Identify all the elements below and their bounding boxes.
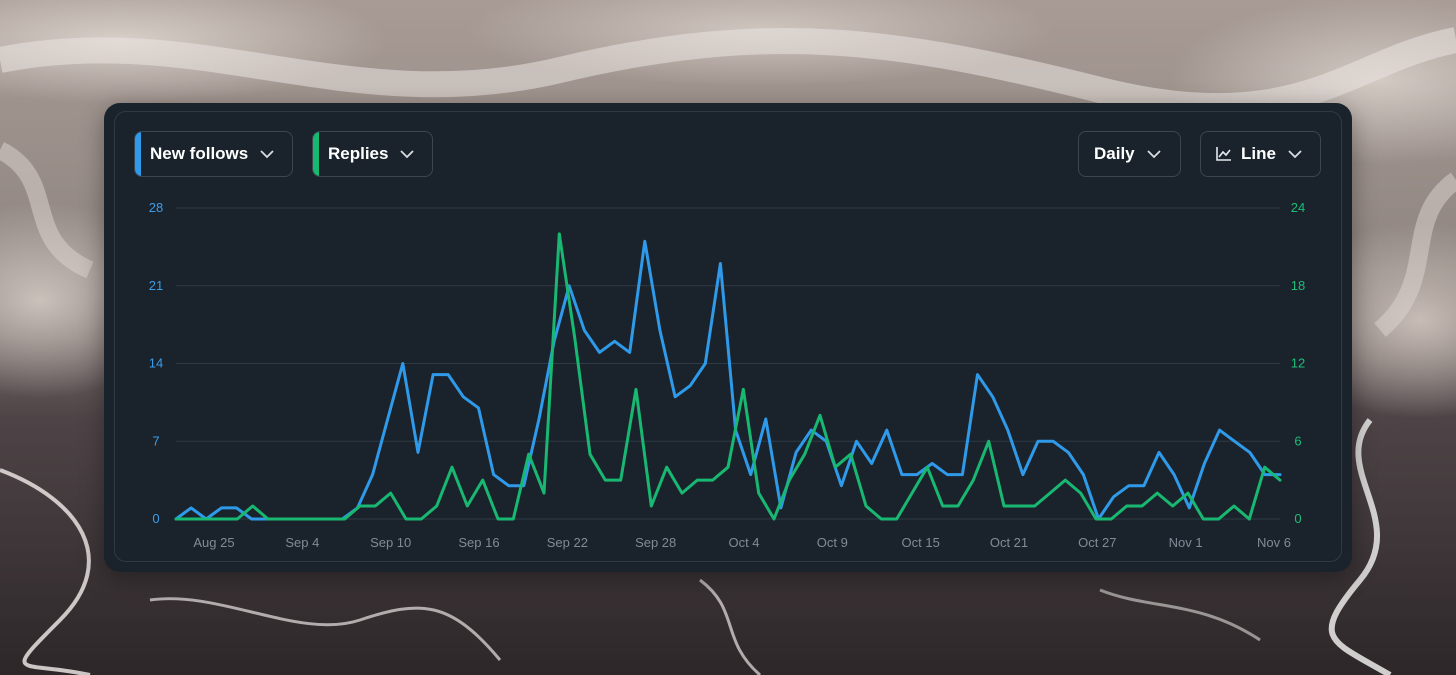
metric-selector-replies[interactable]: Replies — [312, 131, 433, 177]
y-left-tick-label: 0 — [152, 511, 159, 526]
x-tick-label: Sep 10 — [370, 535, 411, 550]
interval-selector[interactable]: Daily — [1078, 131, 1181, 177]
metric2-color-swatch — [313, 132, 319, 176]
y-right-tick-label: 12 — [1291, 356, 1305, 371]
chevron-down-icon — [400, 149, 415, 159]
x-tick-label: Sep 4 — [285, 535, 319, 550]
metric2-label: Replies — [328, 144, 389, 163]
y-left-tick-label: 7 — [152, 433, 159, 448]
x-tick-label: Sep 28 — [635, 535, 676, 550]
line-chart: 0 7 14 21 28 0 6 12 18 24 Aug 25 Sep 4 Sep 10 Sep 16 S… — [149, 200, 1305, 550]
chevron-down-icon — [260, 149, 274, 159]
series-line-replies — [174, 232, 1282, 521]
panel-inner-border — [114, 111, 1342, 562]
series-line-new-follows — [174, 239, 1282, 521]
y-left-tick-label: 14 — [149, 356, 163, 371]
x-tick-label: Oct 4 — [728, 535, 759, 550]
y-right-tick-label: 18 — [1291, 278, 1305, 293]
y-right-tick-label: 24 — [1291, 200, 1305, 215]
interval-label: Daily — [1094, 144, 1135, 163]
y-right-tick-label: 6 — [1294, 433, 1301, 448]
x-tick-label: Sep 22 — [547, 535, 588, 550]
x-tick-label: Aug 25 — [193, 535, 234, 550]
y-left-tick-label: 28 — [149, 200, 163, 215]
metric-selector-new-follows[interactable]: New follows — [134, 131, 293, 177]
x-tick-label: Oct 27 — [1078, 535, 1116, 550]
chevron-down-icon — [1147, 149, 1161, 159]
x-tick-label: Nov 1 — [1169, 535, 1203, 550]
chart-type-selector[interactable]: Line — [1200, 131, 1321, 177]
metric1-label: New follows — [150, 144, 249, 163]
x-tick-label: Oct 15 — [902, 535, 940, 550]
metric1-color-swatch — [135, 132, 141, 176]
x-tick-label: Oct 9 — [817, 535, 848, 550]
line-chart-icon — [1216, 147, 1231, 161]
x-tick-label: Sep 16 — [458, 535, 499, 550]
y-right-tick-label: 0 — [1294, 511, 1301, 526]
analytics-chart-panel: New follows Replies Daily Line 0 7 14 21 — [104, 103, 1352, 572]
x-tick-label: Nov 6 — [1257, 535, 1291, 550]
chart-type-label: Line — [1241, 144, 1276, 163]
x-tick-label: Oct 21 — [990, 535, 1028, 550]
chevron-down-icon — [1288, 149, 1302, 159]
y-left-tick-label: 21 — [149, 278, 163, 293]
